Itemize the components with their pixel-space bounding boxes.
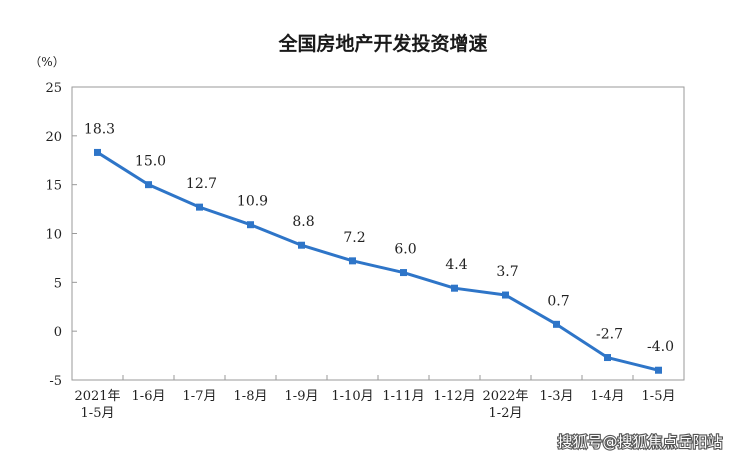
data-label: 0.7 [547,293,569,309]
data-labels: 18.3 15.0 12.7 10.9 8.8 7.2 6.0 4.4 3.7 0.7 -2.7 -4… [84,121,674,355]
data-label: 8.8 [292,214,314,230]
x-tick-label: 1-2月 [489,406,523,421]
x-tick-label: 1-12月 [433,389,475,404]
y-axis-unit: （%） [29,55,64,69]
y-tick-label: 20 [45,130,62,145]
y-tick-label: 0 [54,325,62,340]
x-tick-label: 1-4月 [591,389,625,404]
series-group [94,148,662,374]
data-label: 10.9 [237,194,268,210]
data-point [451,284,458,292]
y-tick-label: 25 [45,81,62,96]
x-tick-label: 1-10月 [331,389,373,404]
x-tick-label: 1-3月 [540,389,574,404]
chart-title: 全国房地产开发投资增速 [277,32,487,55]
y-tick-label: 15 [45,179,62,194]
data-point [502,291,509,299]
x-tick-label: 1-5月 [642,389,676,404]
y-tick-label: 5 [54,276,62,291]
x-axis: 2021年 1-5月 1-6月 1-7月 1-8月 1-9月 1-10月 1-11月 1-12月… [74,375,675,421]
data-point [553,320,560,328]
y-axis: 25 20 15 10 5 0 -5 [45,81,77,389]
x-tick-label: 1-11月 [382,389,424,404]
x-tick-label: 1-6月 [132,389,166,404]
series-line [96,151,659,372]
data-point [298,241,305,249]
x-tick-label: 1-9月 [285,389,319,404]
data-point [400,269,407,277]
data-label: 6.0 [394,242,416,258]
data-label: 18.3 [84,121,115,137]
data-point [604,354,611,362]
data-label: -2.7 [596,327,623,343]
watermark: 搜狐号@搜狐焦点岳阳站 [557,433,722,451]
data-label: 7.2 [343,230,365,246]
data-point [349,257,356,265]
x-tick-label: 1-5月 [81,406,115,421]
data-point [247,221,254,229]
plot-frame [71,86,685,381]
y-tick-label: 10 [45,228,62,243]
data-point [655,366,662,374]
x-tick-label: 2022年 [482,389,528,404]
data-label: 4.4 [445,257,467,273]
x-tick-label: 1-8月 [234,389,268,404]
data-label: 12.7 [186,176,217,192]
x-tick-label: 1-7月 [183,389,217,404]
data-label: 15.0 [135,154,166,170]
data-point [196,203,203,211]
data-point [145,181,152,189]
y-tick-label: -5 [49,374,62,389]
x-tick-label: 2021年 [74,389,120,404]
data-label: -4.0 [647,339,674,355]
data-label: 3.7 [496,264,518,280]
data-point [94,148,101,156]
